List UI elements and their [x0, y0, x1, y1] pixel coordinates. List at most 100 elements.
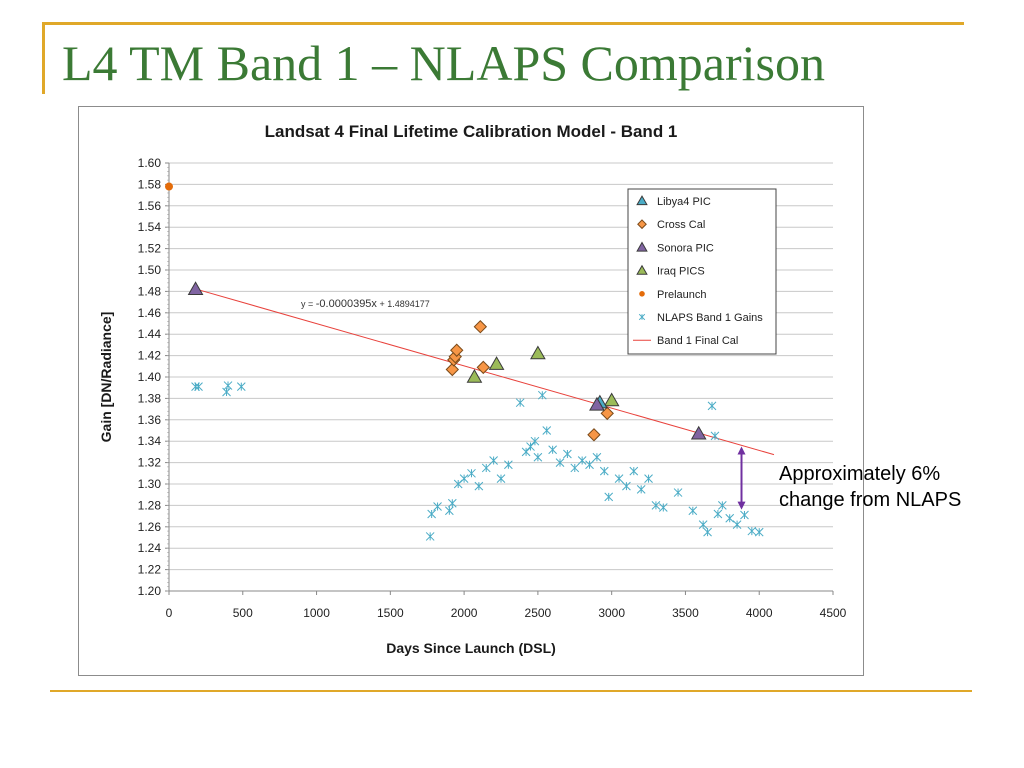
- nlaps-band-1-gains-point: [533, 452, 543, 462]
- y-tick-label: 1.52: [138, 242, 162, 256]
- legend-label-prelaunch: Prelaunch: [657, 289, 707, 301]
- nlaps-band-1-gains-point: [599, 466, 609, 476]
- x-tick-label: 2500: [525, 606, 552, 620]
- nlaps-band-1-gains-point: [732, 520, 742, 530]
- x-tick-label: 1500: [377, 606, 404, 620]
- nlaps-band-1-gains-point: [542, 426, 552, 435]
- legend-label-sonora-pic: Sonora PIC: [657, 242, 714, 254]
- y-tick-label: 1.58: [138, 177, 162, 191]
- nlaps-band-1-gains-point: [658, 503, 668, 512]
- nlaps-band-1-gains-point: [555, 458, 565, 467]
- y-tick-label: 1.34: [138, 434, 162, 448]
- chart-frame: 1.20 1.22 1.24 1.26 1.28 1.30 1.32 1.34 1.36 1.38…: [78, 106, 864, 676]
- prelaunch-point: [165, 182, 173, 191]
- nlaps-band-1-gains-point: [236, 382, 246, 391]
- y-tick-label: 1.20: [138, 584, 162, 598]
- slide-title: L4 TM Band 1 – NLAPS Comparison: [62, 35, 825, 91]
- cross-cal-point: [445, 362, 460, 377]
- iraq-pics-point: [488, 356, 505, 370]
- annotation-text: Approximately 6% change from NLAPS: [779, 461, 1019, 513]
- y-tick-label: 1.24: [138, 541, 162, 555]
- x-tick-label: 3000: [598, 606, 625, 620]
- arrow-head-down: [737, 501, 746, 510]
- nlaps-band-1-gains-point: [496, 474, 506, 484]
- nlaps-band-1-gains-point: [481, 463, 491, 473]
- nlaps-band-1-gains-point: [614, 474, 624, 484]
- y-tick-label: 1.40: [138, 370, 162, 384]
- y-tick-label: 1.26: [138, 520, 162, 534]
- nlaps-band-1-gains-point: [673, 488, 683, 497]
- legend-swatch-cross-cal: [637, 219, 647, 230]
- x-tick-label: 3500: [672, 606, 699, 620]
- nlaps-band-1-gains-point: [223, 381, 233, 390]
- x-tick-label: 4500: [820, 606, 847, 620]
- nlaps-band-1-gains-point: [622, 481, 631, 491]
- nlaps-band-1-gains-point: [563, 449, 572, 459]
- top-accent-rule: [42, 22, 964, 25]
- y-tick-label: 1.44: [138, 327, 162, 341]
- legend-swatch-sonora-pic: [636, 241, 648, 252]
- cross-cal-point: [473, 320, 488, 334]
- nlaps-band-1-gains-point: [425, 532, 435, 541]
- y-tick-label: 1.46: [138, 306, 162, 320]
- chart-svg: 1.20 1.22 1.24 1.26 1.28 1.30 1.32 1.34 1.36 1.38…: [98, 122, 847, 656]
- fit-equation: y = -0.0000395x + 1.4894177: [301, 298, 430, 310]
- x-tick-label: 2000: [451, 606, 478, 620]
- x-tick-label: 1000: [303, 606, 330, 620]
- nlaps-band-1-gains-point: [194, 382, 203, 391]
- left-accent-rule: [42, 22, 45, 94]
- y-tick-label: 1.28: [138, 498, 162, 512]
- nlaps-band-1-gains-point: [688, 506, 698, 516]
- bottom-accent-rule: [50, 690, 972, 692]
- arrow-head-up: [737, 446, 746, 455]
- iraq-pics-point: [466, 368, 483, 383]
- nlaps-band-1-gains-point: [459, 474, 469, 484]
- y-tick-label: 1.30: [138, 477, 162, 491]
- y-tick-label: 1.38: [138, 391, 162, 405]
- nlaps-band-1-gains-point: [474, 481, 484, 491]
- nlaps-band-1-gains-point: [740, 510, 749, 520]
- nlaps-band-1-gains-point: [548, 445, 557, 455]
- nlaps-band-1-gains-point: [629, 466, 639, 476]
- cross-cal-point: [450, 343, 464, 357]
- legend-box: [627, 188, 777, 355]
- legend-label-nlaps-band-1-gains: NLAPS Band 1 Gains: [657, 312, 763, 324]
- nlaps-band-1-gains-point: [725, 513, 735, 523]
- y-tick-label: 1.60: [138, 156, 162, 170]
- y-tick-label: 1.50: [138, 263, 162, 277]
- nlaps-band-1-gains-point: [703, 527, 712, 537]
- nlaps-band-1-gains-point: [636, 484, 646, 494]
- legend-swatch-libya4-pic: [636, 195, 648, 206]
- cross-cal-point: [476, 360, 491, 375]
- nlaps-band-1-gains-point: [585, 460, 594, 470]
- y-tick-label: 1.42: [138, 349, 162, 363]
- nlaps-band-1-gains-point: [447, 498, 457, 508]
- y-tick-label: 1.32: [138, 456, 162, 470]
- y-tick-label: 1.48: [138, 284, 162, 298]
- nlaps-band-1-gains-point: [570, 463, 580, 473]
- y-tick-label: 1.22: [138, 563, 162, 577]
- nlaps-band-1-gains-point: [592, 452, 602, 462]
- iraq-pics-point: [530, 345, 546, 360]
- iraq-pics-point: [603, 392, 620, 407]
- legend-label-band-1-final-cal: Band 1 Final Cal: [657, 335, 738, 347]
- chart-title: Landsat 4 Final Lifetime Calibration Mod…: [265, 122, 678, 141]
- y-tick-label: 1.54: [138, 220, 162, 234]
- nlaps-band-1-gains-point: [504, 460, 513, 470]
- y-tick-label: 1.56: [138, 199, 162, 213]
- sonora-pic-point: [187, 281, 204, 296]
- x-tick-label: 500: [233, 606, 253, 620]
- legend-swatch-iraq-pics: [636, 264, 648, 275]
- nlaps-band-1-gains-point: [537, 390, 547, 400]
- nlaps-band-1-gains-point: [644, 474, 653, 484]
- legend-swatch-nlaps-band-1-gains: [638, 313, 646, 321]
- nlaps-band-1-gains-point: [530, 436, 540, 446]
- x-tick-label: 0: [166, 606, 173, 620]
- annotation-line-1: Approximately 6%: [779, 463, 941, 485]
- nlaps-band-1-gains-point: [445, 506, 454, 516]
- nlaps-band-1-gains-point: [713, 509, 723, 519]
- legend-label-cross-cal: Cross Cal: [657, 219, 705, 231]
- nlaps-band-1-gains-point: [710, 431, 720, 441]
- annotation-line-2: change from NLAPS: [779, 489, 962, 511]
- x-tick-label: 4000: [746, 606, 773, 620]
